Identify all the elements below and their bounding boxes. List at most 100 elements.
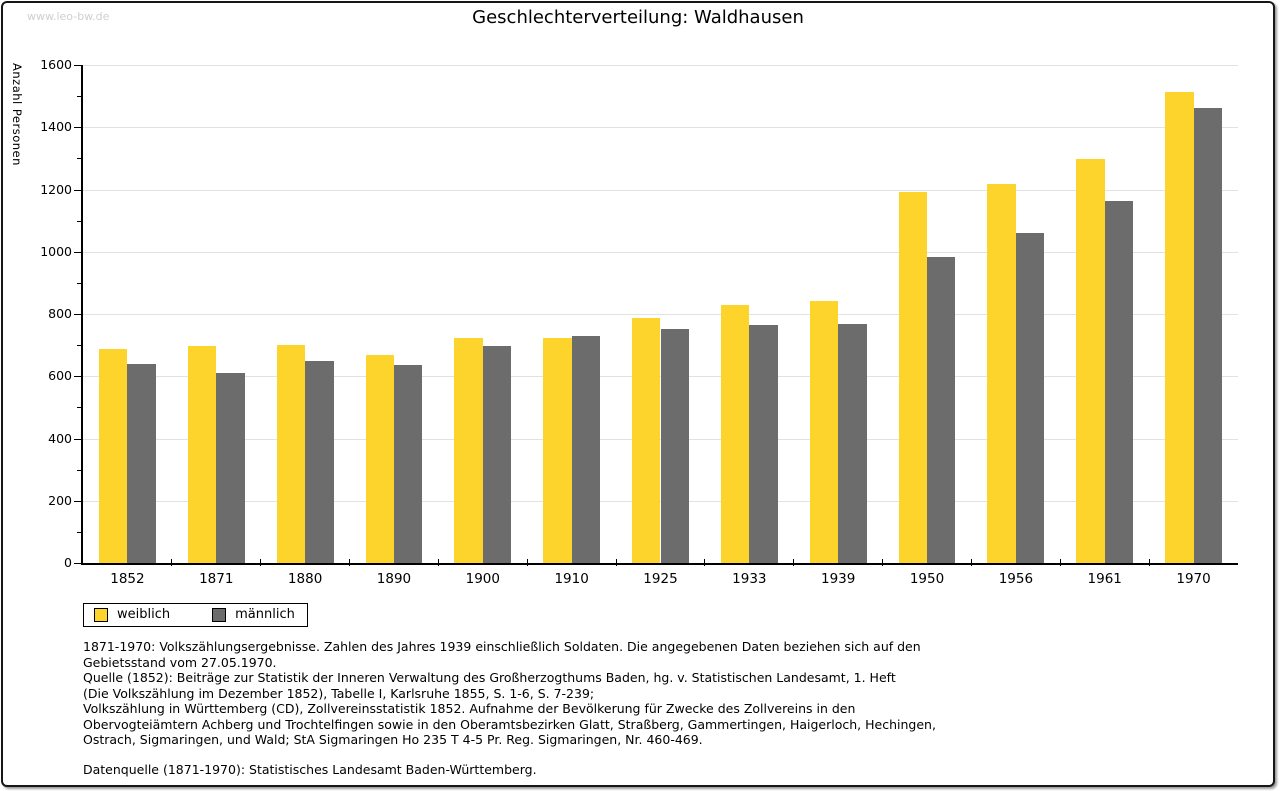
x-axis-tick <box>260 559 262 566</box>
x-tick-label: 1970 <box>1176 571 1211 587</box>
bar-männlich-1871 <box>216 373 245 563</box>
watermark: www.leo-bw.de <box>27 10 110 23</box>
x-tick-label: 1939 <box>821 571 856 587</box>
x-tick-label: 1890 <box>376 571 412 587</box>
bar-weiblich-1852 <box>98 348 128 563</box>
bar-weiblich-1939 <box>809 300 839 563</box>
x-axis-tick <box>882 559 884 566</box>
bar-weiblich-1910 <box>543 338 572 563</box>
bar-männlich-1956 <box>1015 233 1045 563</box>
bar-männlich-1890 <box>393 365 423 563</box>
y-axis-tick <box>74 314 81 315</box>
x-tick-label: 1880 <box>287 571 323 587</box>
bar-weiblich-1933 <box>720 305 750 563</box>
footnote-line: Ostrach, Sigmaringen, und Wald; StA Sigm… <box>83 732 703 747</box>
bar-männlich-1852 <box>127 363 156 563</box>
bar-männlich-1961 <box>1104 200 1134 563</box>
x-axis-tick <box>793 559 795 566</box>
y-axis-tick <box>74 127 81 129</box>
y-tick-label: 200 <box>48 492 72 508</box>
y-tick-label: 800 <box>48 306 72 321</box>
bar-weiblich-1961 <box>1076 159 1105 563</box>
footnote-line: Quelle (1852): Beiträge zur Statistik de… <box>83 670 896 685</box>
y-tick-label: 600 <box>48 368 72 384</box>
x-axis-tick <box>615 559 617 566</box>
gridline <box>83 251 1238 253</box>
x-tick-label: 1956 <box>998 571 1034 587</box>
x-axis-tick <box>704 559 706 566</box>
bar-weiblich-1925 <box>632 317 661 563</box>
y-axis-minor-tick <box>77 345 81 347</box>
bar-männlich-1880 <box>305 360 334 563</box>
y-axis-tick <box>74 500 81 502</box>
gridline <box>83 65 1238 66</box>
legend-label-weiblich: weiblich <box>117 607 171 622</box>
x-axis-tick <box>1148 559 1150 566</box>
x-axis-tick <box>171 559 173 566</box>
y-axis-title: Anzahl Personen <box>10 63 24 166</box>
x-axis-tick <box>437 559 439 566</box>
datasource-line: Datenquelle (1871-1970): Statistisches L… <box>83 761 537 777</box>
bar-weiblich-1871 <box>187 345 217 563</box>
y-tick-label: 1000 <box>40 243 72 259</box>
x-tick-label: 1871 <box>199 571 234 587</box>
x-axis-tick <box>970 559 972 566</box>
bar-männlich-1900 <box>482 345 512 563</box>
x-tick-label: 1933 <box>732 571 767 587</box>
x-tick-label: 1925 <box>643 571 678 587</box>
footnote-line: Obervogteiämtern Achberg und Trochtelfin… <box>83 716 936 732</box>
x-tick-label: 1910 <box>554 571 589 587</box>
y-axis-minor-tick <box>77 96 81 98</box>
bar-männlich-1910 <box>571 336 601 563</box>
y-axis-tick <box>74 65 81 66</box>
x-axis-tick <box>1059 559 1061 566</box>
y-tick-label: 0 <box>64 555 72 570</box>
footnotes: 1871-1970: Volkszählungsergebnisse. Zahl… <box>83 639 936 777</box>
gridline <box>83 189 1238 191</box>
gridline <box>83 127 1238 129</box>
legend-swatch-maennlich <box>212 607 227 622</box>
bar-weiblich-1956 <box>987 183 1016 563</box>
bar-männlich-1933 <box>749 324 778 563</box>
y-axis-tick <box>74 251 81 253</box>
y-axis-minor-tick <box>77 407 81 409</box>
x-axis-tick <box>526 559 528 566</box>
plot-area: 0 200 400 600 800 1000 1200 1400 1600 1852 1871 188… <box>40 57 1238 587</box>
y-tick-label: 1400 <box>40 119 72 135</box>
y-axis-tick <box>74 189 81 191</box>
y-tick-label: 1600 <box>40 57 72 72</box>
x-tick-label: 1961 <box>1087 571 1122 587</box>
bar-weiblich-1880 <box>276 345 306 563</box>
bar-weiblich-1900 <box>454 338 483 563</box>
footnote-line: Gebietsstand vom 27.05.1970. <box>83 654 277 670</box>
y-axis-minor-tick <box>77 220 81 222</box>
y-tick-label: 1200 <box>40 181 72 197</box>
y-tick-label: 400 <box>48 430 72 446</box>
y-axis-minor-tick <box>77 531 81 533</box>
x-axis-tick <box>349 559 351 566</box>
y-axis-minor-tick <box>77 282 81 284</box>
footnote-line: Volkszählung in Württemberg (CD), Zollve… <box>83 701 856 716</box>
bar-männlich-1970 <box>1193 107 1222 563</box>
bar-männlich-1925 <box>660 328 689 563</box>
bar-weiblich-1890 <box>365 355 394 563</box>
y-axis-tick <box>74 563 81 564</box>
footnote-line: (Die Volkszählung im Dezember 1852), Tab… <box>83 685 595 701</box>
bar-weiblich-1970 <box>1165 91 1194 563</box>
bar-männlich-1939 <box>838 323 867 563</box>
y-axis-minor-tick <box>77 469 81 471</box>
legend: weiblich männlich <box>83 603 308 627</box>
y-axis-tick <box>74 376 81 378</box>
legend-label-maennlich: männlich <box>235 607 295 622</box>
y-axis-minor-tick <box>77 158 81 160</box>
legend-swatch-weiblich <box>94 607 108 622</box>
y-axis-tick <box>74 438 81 440</box>
x-tick-label: 1900 <box>465 571 500 587</box>
bar-männlich-1950 <box>927 257 956 563</box>
bar-weiblich-1950 <box>898 192 928 563</box>
x-tick-label: 1950 <box>909 571 945 587</box>
x-tick-label: 1852 <box>110 571 145 587</box>
gridline <box>83 314 1238 315</box>
